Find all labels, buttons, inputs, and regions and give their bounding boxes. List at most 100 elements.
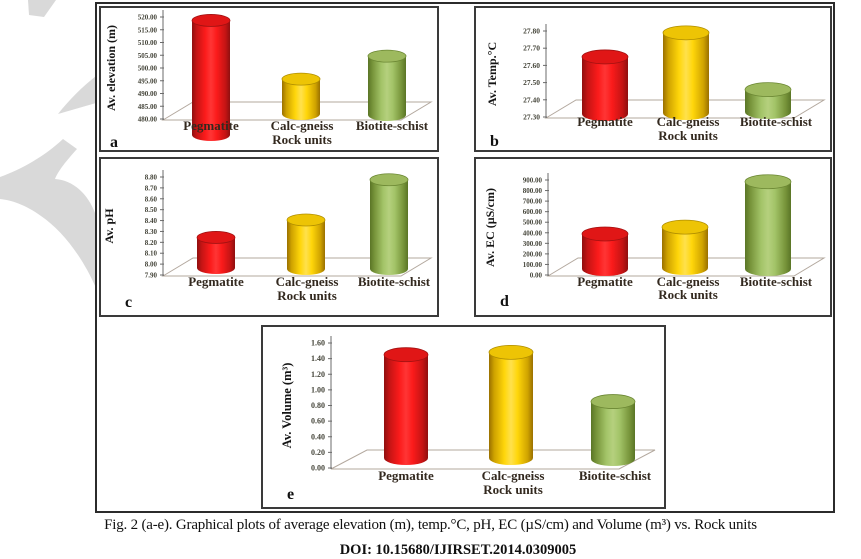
y-tick-label: 700.00 xyxy=(523,198,543,206)
bar-calc-gneiss xyxy=(286,213,326,275)
bar-pegmatite xyxy=(196,231,236,274)
y-tick-label: 8.80 xyxy=(145,174,158,182)
y-tick-label: 495.00 xyxy=(138,77,158,85)
panel-letter: b xyxy=(490,133,499,150)
y-tick-label: 600.00 xyxy=(523,208,543,216)
category-label: Biotite-schist xyxy=(579,468,652,483)
category-label: Biotite-schist xyxy=(358,274,431,289)
chart-e-svg: 1.60 1.40 1.20 1.00 0.80 0.60 0.40 0.20 0.00 Pegm… xyxy=(280,336,656,503)
bar-pegmatite xyxy=(581,226,629,276)
category-label: Pegmatite xyxy=(378,468,434,483)
y-tick-label: 900.00 xyxy=(523,177,543,185)
y-tick-label: 400.00 xyxy=(523,229,543,237)
category-label: Pegmatite xyxy=(577,114,633,129)
y-tick-label: 0.00 xyxy=(530,272,543,280)
bar-calc-gneiss xyxy=(662,25,710,120)
y-tick-label: 1.00 xyxy=(311,385,325,394)
bar-pegmatite xyxy=(191,14,231,141)
watermark-small-swoosh xyxy=(58,76,96,114)
y-tick-label: 480.00 xyxy=(138,116,158,124)
y-tick-label: 27.30 xyxy=(523,113,540,122)
y-tick-label: 0.00 xyxy=(311,464,325,473)
y-tick-label: 0.60 xyxy=(311,417,325,426)
y-tick-label: 520.00 xyxy=(138,14,158,22)
bar-calc-gneiss xyxy=(488,344,534,465)
plot-floor xyxy=(544,99,826,119)
y-tick-label: 8.40 xyxy=(145,217,158,225)
y-tick-label: 27.70 xyxy=(523,44,540,53)
y-tick-label: 200.00 xyxy=(523,250,543,258)
bar-biotite-schist xyxy=(367,49,407,121)
panel-letter: a xyxy=(110,134,118,150)
bar-biotite-schist xyxy=(744,174,792,276)
category-label: Pegmatite xyxy=(577,274,633,289)
category-label: Pegmatite xyxy=(183,118,239,133)
watermark-corner-shape xyxy=(28,0,56,17)
plot-floor xyxy=(161,101,433,121)
category-label: Calc-gneiss xyxy=(276,274,339,289)
chart-a-svg: 520.00 515.00 510.00 505.00 500.00 495.00 490.… xyxy=(104,10,433,150)
chart-d-svg: 900.00 800.00 700.00 600.00 500.00 400.00 300.… xyxy=(483,173,826,310)
bar-calc-gneiss xyxy=(661,219,709,275)
chart-panel-e: 1.60 1.40 1.20 1.00 0.80 0.60 0.40 0.20 0.00 Pegm… xyxy=(261,325,666,509)
y-tick-label: 27.50 xyxy=(523,78,540,87)
watermark xyxy=(0,0,96,288)
y-tick-label: 0.80 xyxy=(311,401,325,410)
doi-line: DOI: 10.15680/IJIRSET.2014.0309005 xyxy=(339,542,577,558)
chart-c-svg: 8.80 8.70 8.60 8.50 8.40 8.30 8.20 8.10 8.00 7.90… xyxy=(102,170,433,311)
panel-letter: d xyxy=(500,293,509,310)
y-tick-label: 100.00 xyxy=(523,261,543,269)
y-tick-label: 490.00 xyxy=(138,90,158,98)
y-tick-label: 800.00 xyxy=(523,187,543,195)
category-label: Pegmatite xyxy=(188,274,244,289)
category-label: Biotite-schist xyxy=(740,274,813,289)
y-tick-label: 505.00 xyxy=(138,52,158,60)
chart-panel-d: 900.00 800.00 700.00 600.00 500.00 400.00 300.… xyxy=(474,157,832,317)
category-label: Calc-gneiss xyxy=(482,468,545,483)
y-tick-label: 1.20 xyxy=(311,370,325,379)
y-axis-title: Av. Temp.°C xyxy=(485,42,499,106)
category-label: Biotite-schist xyxy=(740,114,813,129)
x-axis-title: Rock units xyxy=(277,288,337,303)
x-axis-title: Rock units xyxy=(658,128,718,143)
y-tick-label: 500.00 xyxy=(138,65,158,73)
bar-biotite-schist xyxy=(369,173,409,275)
y-tick-label: 0.20 xyxy=(311,448,325,457)
panel-letter: c xyxy=(125,294,132,311)
y-tick-label: 8.00 xyxy=(145,261,158,269)
y-tick-label: 27.40 xyxy=(523,95,540,104)
y-tick-label: 0.40 xyxy=(311,432,325,441)
x-axis-title: Rock units xyxy=(483,482,543,497)
figure-caption: Fig. 2 (a-e). Graphical plots of average… xyxy=(104,517,757,533)
plot-floor xyxy=(161,257,433,277)
y-tick-label: 8.30 xyxy=(145,228,158,236)
y-tick-label: 27.60 xyxy=(523,61,540,70)
watermark-large-swoosh xyxy=(0,139,96,288)
panel-letter: e xyxy=(287,486,294,503)
x-axis-title: Rock units xyxy=(272,132,332,147)
x-axis-title: Rock units xyxy=(658,287,718,302)
y-tick-label: 300.00 xyxy=(523,240,543,248)
y-tick-label: 510.00 xyxy=(138,39,158,47)
plot-floor xyxy=(546,257,826,277)
chart-panel-c: 8.80 8.70 8.60 8.50 8.40 8.30 8.20 8.10 8.00 7.90… xyxy=(99,157,439,317)
chart-panel-a: 520.00 515.00 510.00 505.00 500.00 495.00 490.… xyxy=(99,6,439,152)
y-tick-label: 515.00 xyxy=(138,26,158,34)
chart-b-svg: 27.80 27.70 27.60 27.50 27.40 27.30 Pegmatite C… xyxy=(485,24,826,150)
y-tick-label: 7.90 xyxy=(145,272,158,280)
y-tick-label: 8.50 xyxy=(145,206,158,214)
category-label: Biotite-schist xyxy=(356,118,429,133)
bar-biotite-schist xyxy=(590,394,636,466)
y-tick-label: 8.20 xyxy=(145,239,158,247)
y-tick-label: 1.40 xyxy=(311,354,325,363)
y-tick-label: 485.00 xyxy=(138,103,158,111)
bar-calc-gneiss xyxy=(281,72,321,120)
plot-floor xyxy=(330,449,656,470)
y-axis-title: Av. pH xyxy=(102,208,116,244)
bar-pegmatite xyxy=(383,347,429,465)
y-axis-title: Av. elevation (m) xyxy=(104,25,118,111)
y-tick-label: 27.80 xyxy=(523,27,540,36)
category-label: Calc-gneiss xyxy=(271,118,334,133)
y-tick-label: 8.70 xyxy=(145,184,158,192)
